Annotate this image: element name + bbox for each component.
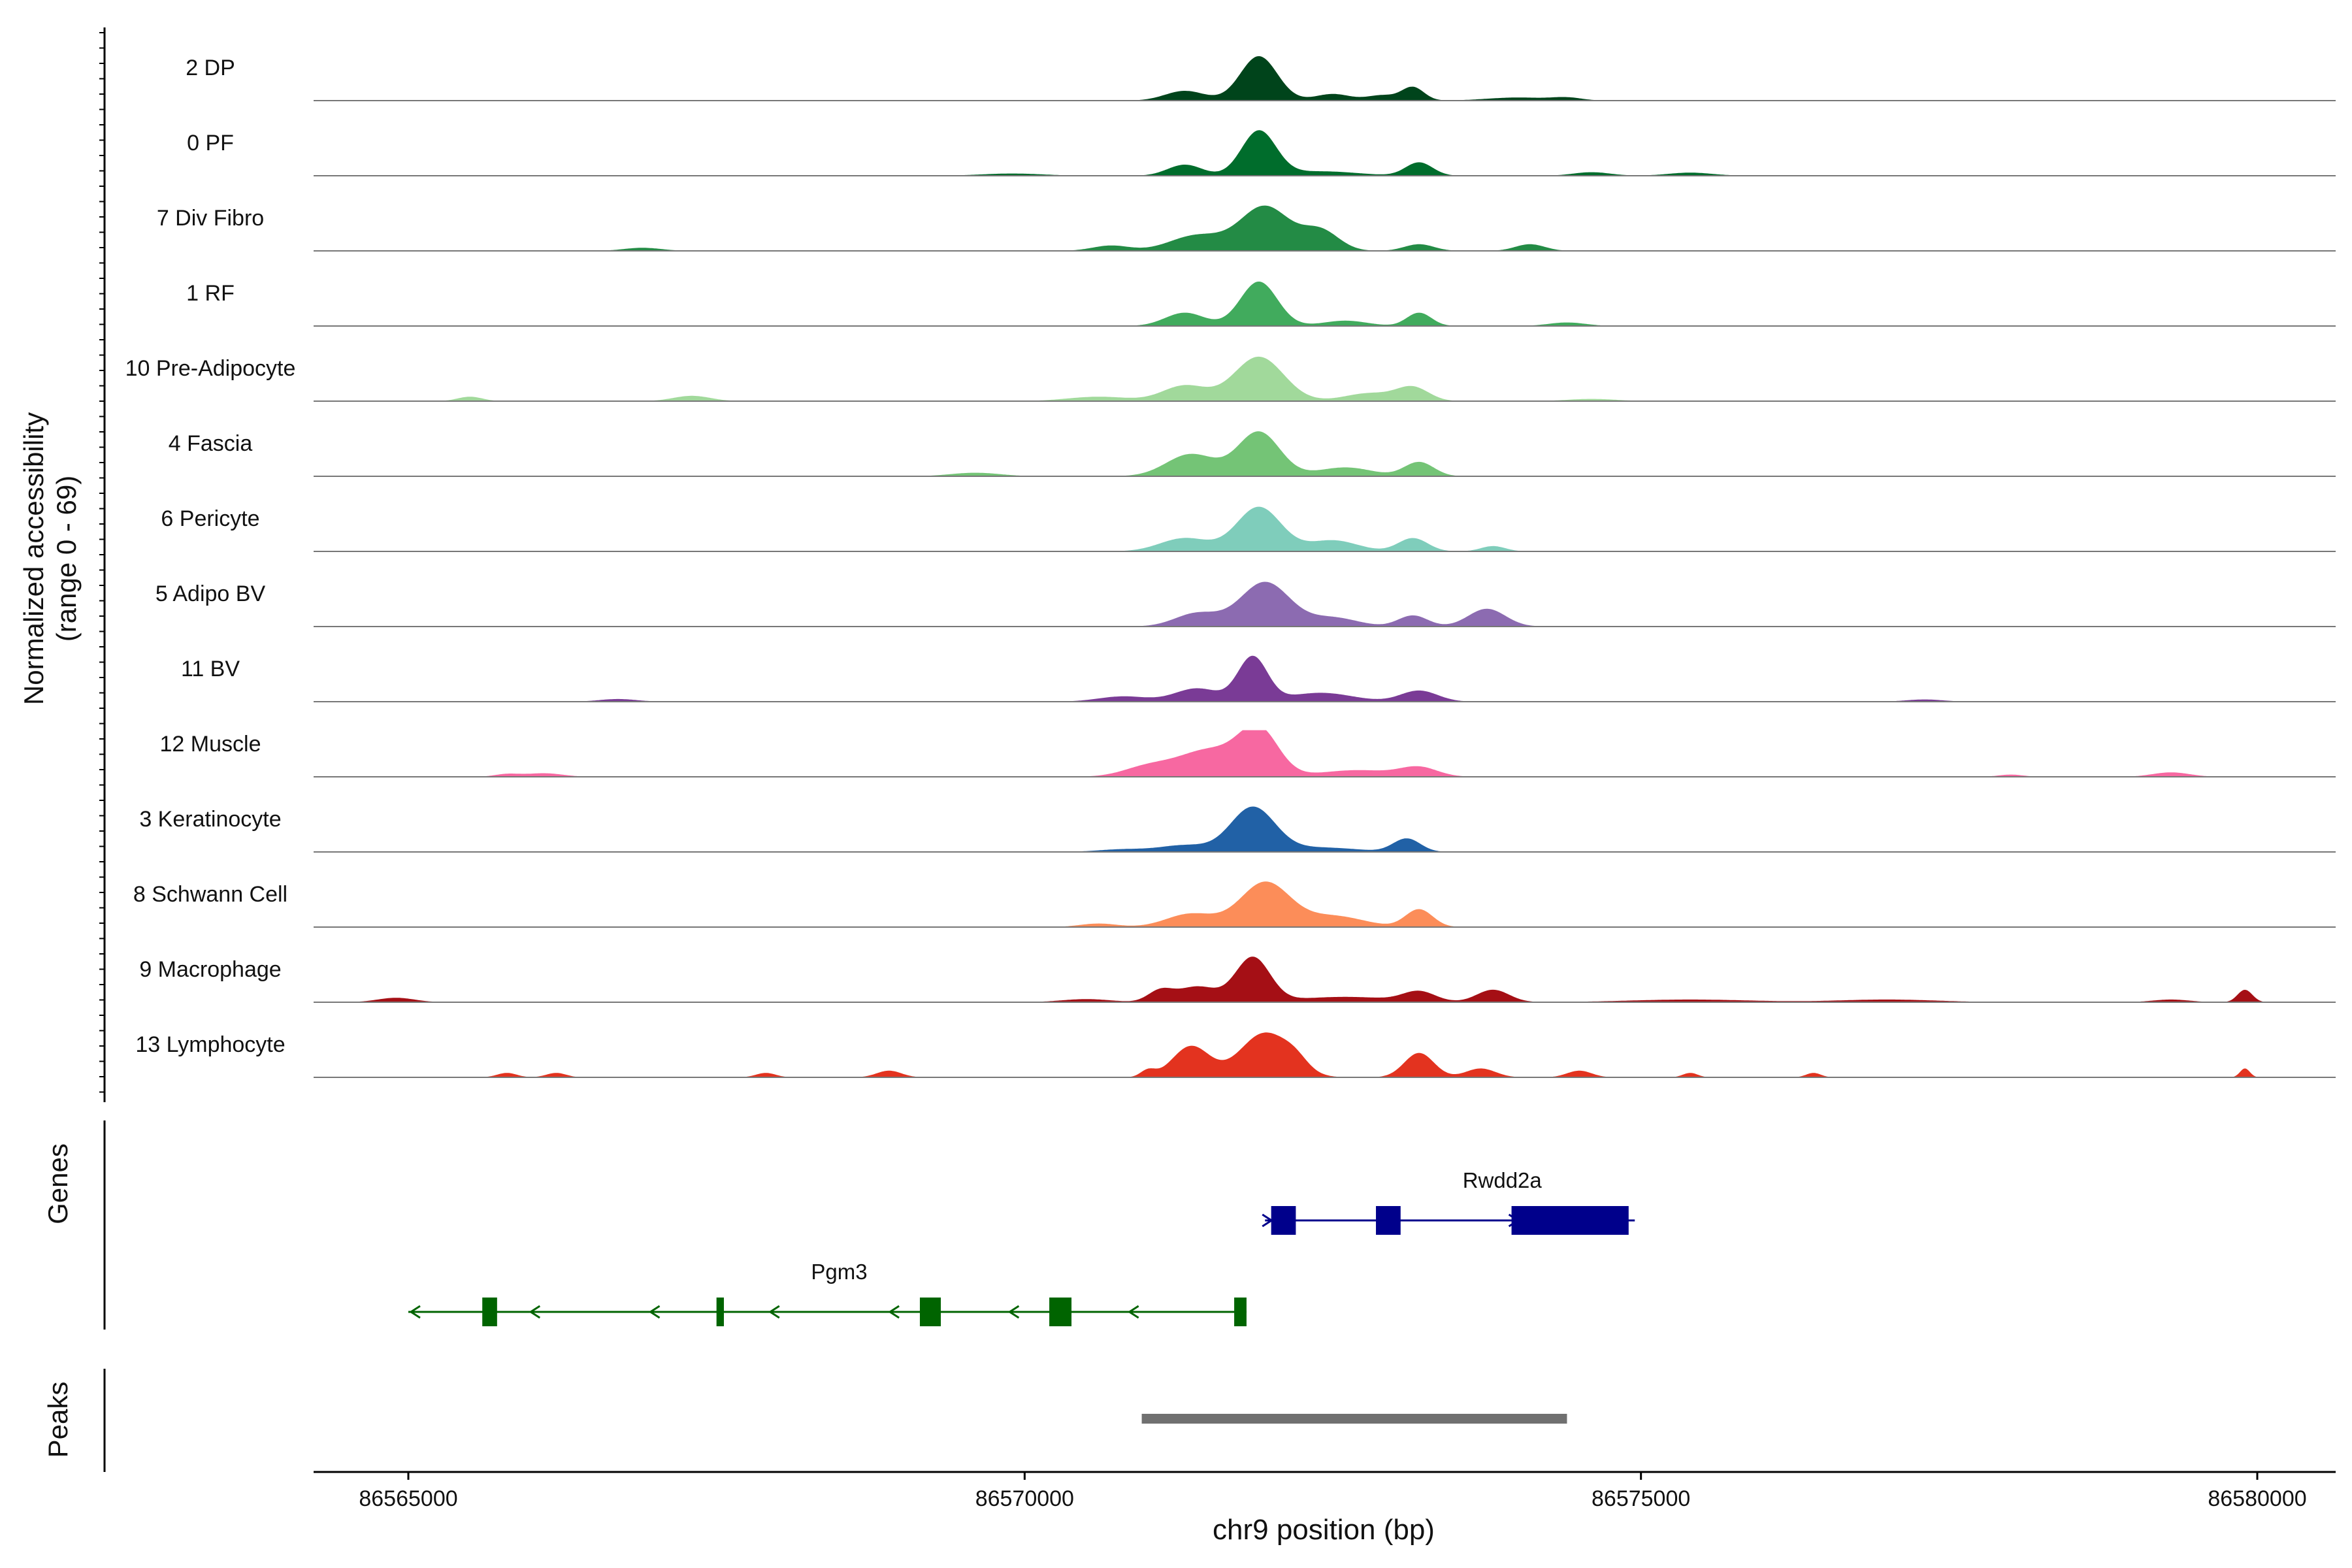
exon (1376, 1206, 1401, 1235)
track-5: 10 Pre-Adipocyte (125, 356, 2336, 402)
coverage-area (314, 282, 2336, 326)
coverage-area (314, 205, 2336, 251)
x-tick-label: 86575000 (1592, 1486, 1690, 1511)
x-tick-label: 86570000 (975, 1486, 1074, 1511)
track-label: 9 Macrophage (139, 957, 281, 982)
exon (1234, 1298, 1247, 1326)
x-tick-label: 86565000 (359, 1486, 457, 1511)
exon (1271, 1206, 1296, 1235)
gene-label: Pgm3 (811, 1260, 867, 1284)
strand-arrow (1007, 1305, 1020, 1319)
exon (482, 1298, 497, 1326)
coverage-area (314, 56, 2336, 101)
track-label: 5 Adipo BV (155, 581, 266, 606)
track-1: 2 DP (186, 56, 2336, 101)
strand-arrow (1127, 1305, 1139, 1319)
strand-arrow (529, 1305, 541, 1319)
coverage-area (314, 1032, 2336, 1077)
y-axis-title-line2: (range 0 - 69) (51, 476, 82, 642)
tracks-layer: 2 DP 0 PF 7 Div Fibro 1 RF 10 Pre-Adipocyte 4… (99, 27, 2336, 1102)
gene-label: Rwdd2a (1463, 1168, 1543, 1192)
track-6: 4 Fascia (169, 431, 2336, 477)
genes-panel-label: Genes (42, 1143, 73, 1224)
coverage-area (314, 506, 2336, 551)
track-3: 7 Div Fibro (157, 205, 2336, 252)
coverage-area (314, 431, 2336, 476)
track-label: 4 Fascia (169, 431, 253, 456)
track-10: 12 Muscle (160, 730, 2336, 777)
coverage-area (314, 956, 2336, 1002)
track-14: 13 Lymphocyte (135, 1032, 2336, 1078)
track-label: 10 Pre-Adipocyte (125, 356, 296, 381)
y-axis-title-line1: Normalized accessibility (18, 412, 49, 705)
exon (716, 1298, 724, 1326)
x-tick-label: 86580000 (2208, 1486, 2306, 1511)
track-4: 1 RF (186, 281, 2336, 327)
track-label: 3 Keratinocyte (139, 807, 281, 832)
track-2: 0 PF (187, 130, 2336, 176)
track-label: 13 Lymphocyte (135, 1032, 285, 1057)
coverage-area (314, 881, 2336, 927)
x-axis: 86565000 86570000 86575000 86580000 (314, 1471, 2336, 1511)
strand-arrow (888, 1305, 900, 1319)
coverage-area (314, 130, 2336, 176)
track-13: 9 Macrophage (139, 956, 2336, 1003)
strand-arrow (768, 1305, 780, 1319)
peak-region (1141, 1414, 1567, 1424)
peaks-layer (103, 1369, 1567, 1472)
track-label: 11 BV (181, 657, 240, 681)
coverage-area (314, 655, 2336, 702)
track-12: 8 Schwann Cell (133, 881, 2336, 928)
coverage-area (314, 356, 2336, 401)
gene-rwdd2a: Rwdd2a (1262, 1168, 1635, 1235)
track-11: 3 Keratinocyte (139, 806, 2336, 853)
x-axis-title: chr9 position (bp) (1213, 1514, 1435, 1546)
track-7: 6 Pericyte (161, 506, 2336, 552)
gene-pgm3: Pgm3 (408, 1260, 1247, 1326)
track-label: 1 RF (186, 281, 235, 306)
track-label: 8 Schwann Cell (133, 882, 287, 907)
track-label: 2 DP (186, 56, 235, 80)
peaks-panel-label: Peaks (42, 1382, 73, 1458)
exon (1511, 1206, 1629, 1235)
coverage-area (314, 806, 2336, 852)
track-9: 11 BV (181, 655, 2336, 702)
exon (919, 1298, 941, 1326)
exon (1049, 1298, 1072, 1326)
genes-layer: Rwdd2a Pgm3 (103, 1120, 1635, 1330)
strand-arrow (648, 1305, 661, 1319)
track-label: 6 Pericyte (161, 506, 259, 531)
track-label: 12 Muscle (160, 732, 261, 757)
coverage-area (314, 581, 2336, 627)
track-label: 0 PF (187, 131, 234, 155)
strand-arrow (409, 1305, 421, 1319)
track-8: 5 Adipo BV (155, 581, 2336, 627)
track-label: 7 Div Fibro (157, 206, 264, 231)
coverage-area (314, 730, 2336, 777)
